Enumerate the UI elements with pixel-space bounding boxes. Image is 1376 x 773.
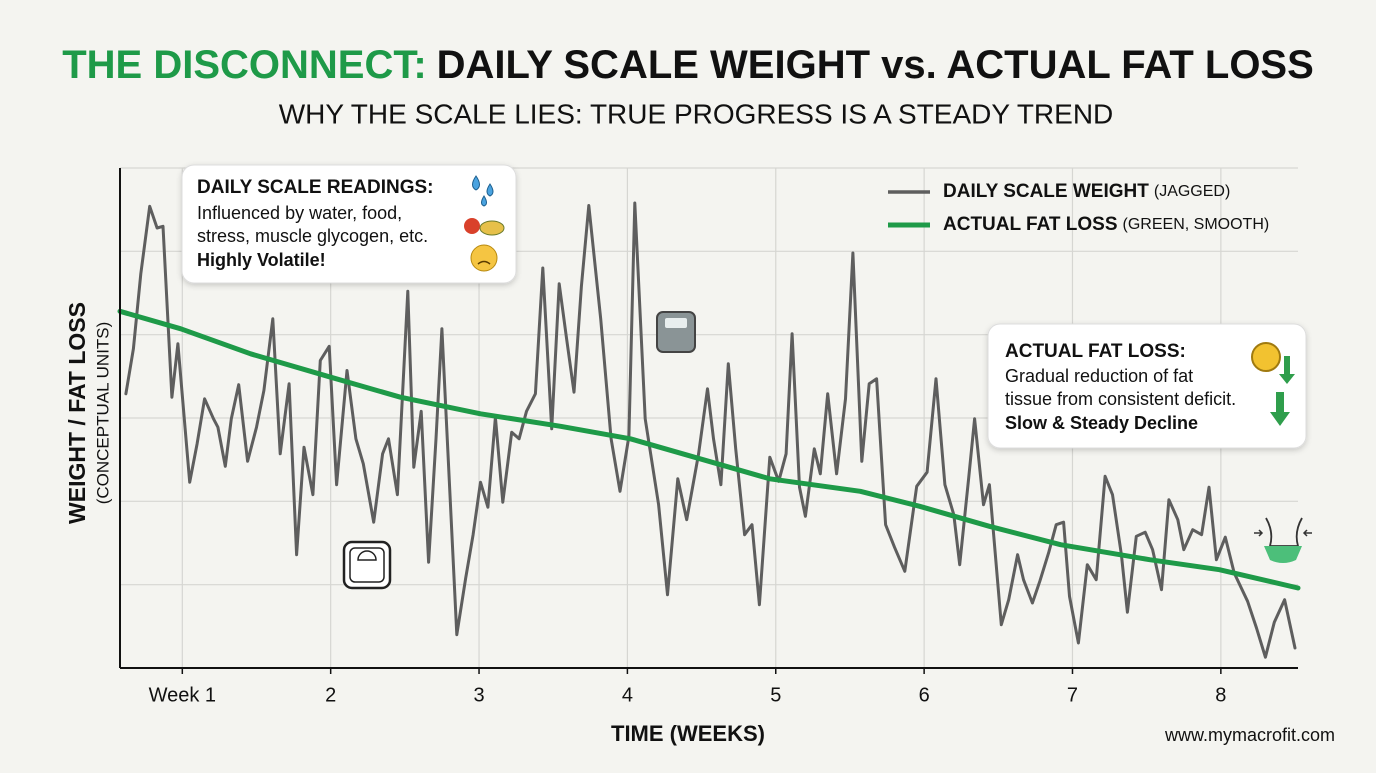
subtitle: WHY THE SCALE LIES: TRUE PROGRESS IS A S…	[279, 98, 1114, 129]
x-tick-label: 6	[919, 684, 930, 706]
drops-icon	[472, 175, 494, 207]
fat-cell-icon	[1251, 342, 1281, 372]
waist-icon	[1254, 517, 1312, 563]
legend-label: ACTUAL FAT LOSS (GREEN, SMOOTH)	[943, 214, 1269, 235]
legend-name: ACTUAL FAT LOSS	[943, 214, 1118, 235]
callout-heading: DAILY SCALE READINGS:	[197, 177, 433, 198]
scale-icon	[656, 311, 696, 353]
x-tick-label: Week 1	[149, 684, 216, 706]
x-axis-label: TIME (WEEKS)	[611, 721, 765, 746]
food-icon	[479, 220, 505, 236]
x-tick-label: 2	[325, 684, 336, 706]
x-tick-label: 4	[622, 684, 633, 706]
callout-emphasis: Slow & Steady Decline	[1005, 413, 1198, 433]
x-tick-label: 3	[473, 684, 484, 706]
callout-line: Gradual reduction of fat	[1005, 366, 1193, 386]
x-tick-label: 8	[1215, 684, 1226, 706]
lines	[117, 201, 1301, 659]
callout-line: stress, muscle glycogen, etc.	[197, 226, 428, 246]
series-line	[124, 201, 1297, 659]
arrow-icon	[1279, 356, 1295, 384]
callout: DAILY SCALE READINGS: Influenced by wate…	[181, 164, 517, 284]
scale-icon	[342, 540, 392, 590]
y-axis-sublabel: (CONCEPTUAL UNITS)	[93, 322, 112, 505]
series-line	[117, 308, 1301, 591]
axes: Week 1 2 3 4 5 6 7 8	[119, 168, 1298, 706]
callout: ACTUAL FAT LOSS: Gradual reduction of fa…	[987, 323, 1307, 449]
callout-line: Influenced by water, food,	[197, 203, 402, 223]
callout-heading: ACTUAL FAT LOSS:	[1005, 341, 1186, 362]
x-tick-label: 5	[770, 684, 781, 706]
title-main: DAILY SCALE WEIGHT vs. ACTUAL FAT LOSS	[437, 43, 1314, 87]
legend-name: DAILY SCALE WEIGHT	[943, 181, 1149, 202]
legend-suffix: (JAGGED)	[1154, 183, 1230, 200]
title-lead: THE DISCONNECT:	[62, 43, 426, 87]
food-icon	[464, 218, 480, 234]
legend-label: DAILY SCALE WEIGHT (JAGGED)	[943, 181, 1230, 202]
callout-line: tissue from consistent deficit.	[1005, 389, 1236, 409]
legend-suffix: (GREEN, SMOOTH)	[1123, 216, 1270, 233]
y-axis-label: WEIGHT / FAT LOSS	[64, 302, 90, 524]
callout-emphasis: Highly Volatile!	[197, 250, 326, 270]
arrow-icon	[1270, 392, 1290, 426]
x-tick-label: 7	[1067, 684, 1078, 706]
face-icon	[470, 244, 498, 272]
legend: DAILY SCALE WEIGHT (JAGGED) ACTUAL FAT LOS…	[888, 181, 1269, 235]
chart-title: THE DISCONNECT: DAILY SCALE WEIGHT vs. AC…	[62, 43, 1314, 87]
footer: www.mymacrofit.com	[1164, 725, 1335, 745]
